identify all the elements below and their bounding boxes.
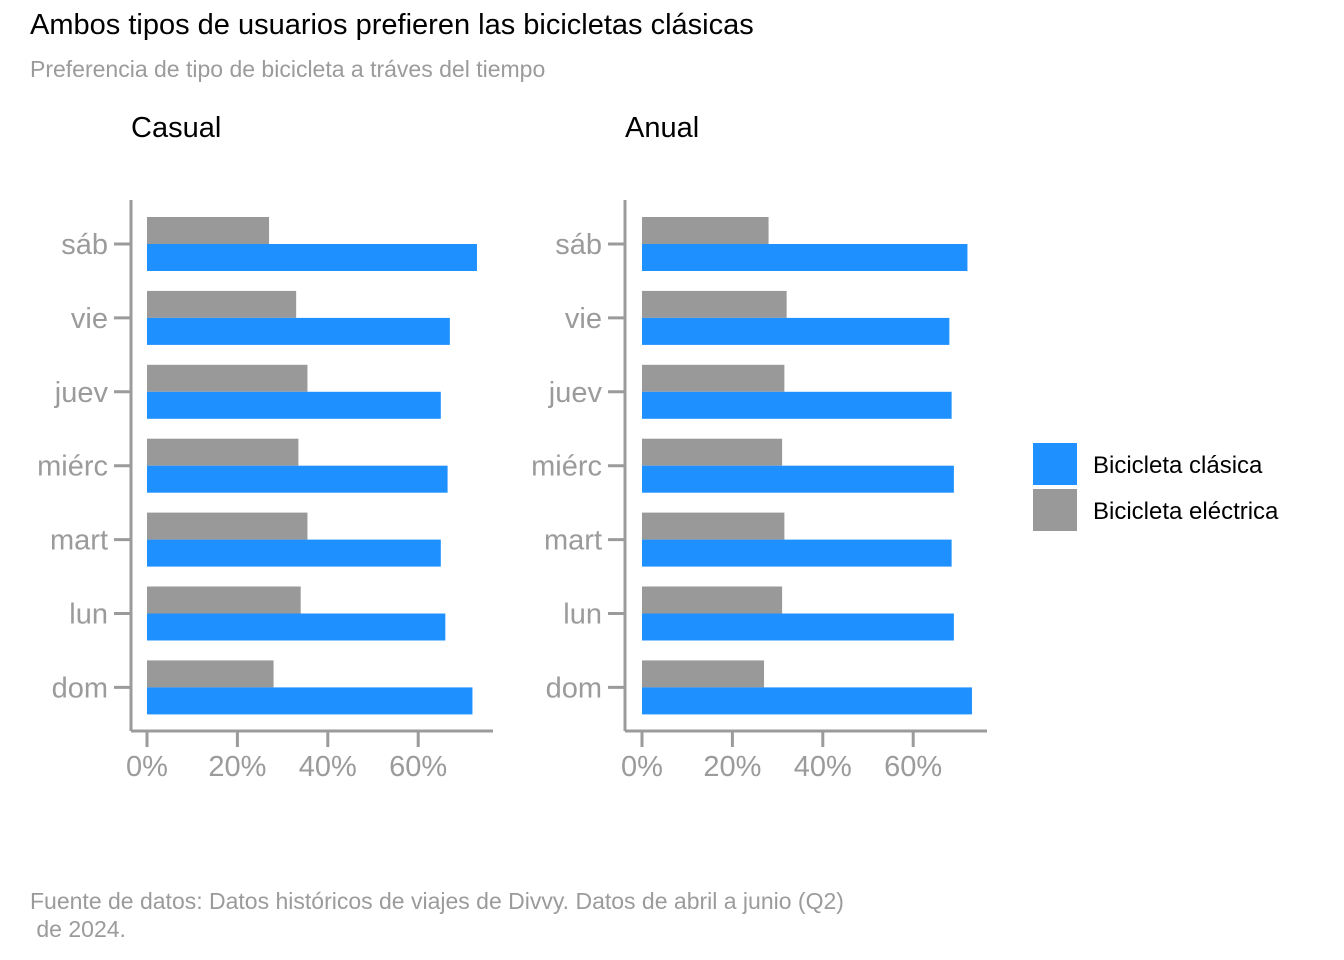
y-tick-label: dom: [52, 672, 108, 704]
bar-clasica-miérc: [642, 465, 954, 493]
panel-title-casual: Casual: [131, 112, 221, 144]
bar-clasica-vie: [147, 317, 450, 345]
legend-swatch-electrica: [1033, 489, 1077, 531]
x-tick-label: 60%: [884, 751, 942, 783]
bar-clasica-mart: [147, 539, 441, 567]
bar-electrica-vie: [642, 290, 787, 318]
y-tick-label: vie: [71, 303, 108, 335]
bar-clasica-lun: [147, 613, 446, 641]
x-tick-label: 0%: [621, 751, 663, 783]
bar-electrica-juev: [147, 364, 308, 392]
chart-caption: Fuente de datos: Datos históricos de via…: [30, 888, 844, 942]
legend-label-electrica: Bicicleta eléctrica: [1093, 498, 1279, 525]
legend-label-clasica: Bicicleta clásica: [1093, 452, 1263, 479]
bar-electrica-sáb: [147, 217, 270, 244]
y-tick-label: vie: [565, 303, 602, 335]
y-tick-label: sáb: [555, 229, 602, 261]
panel-title-anual: Anual: [625, 112, 699, 144]
bar-clasica-lun: [642, 613, 954, 641]
x-tick-label: 40%: [299, 751, 357, 783]
bar-clasica-dom: [147, 687, 473, 715]
bar-electrica-mart: [147, 512, 308, 540]
bar-clasica-dom: [642, 687, 972, 715]
x-tick-label: 0%: [126, 751, 168, 783]
chart-title: Ambos tipos de usuarios prefieren las bi…: [30, 9, 754, 41]
x-tick-label: 20%: [703, 751, 761, 783]
bar-electrica-miérc: [642, 438, 783, 466]
legend-swatch-clasica: [1033, 443, 1077, 485]
bar-electrica-lun: [147, 586, 301, 614]
y-tick-label: dom: [546, 672, 602, 704]
x-tick-label: 60%: [389, 751, 447, 783]
bar-electrica-miérc: [147, 438, 299, 466]
y-tick-label: mart: [544, 525, 602, 557]
bar-electrica-mart: [642, 512, 785, 540]
y-tick-label: miérc: [37, 451, 108, 483]
y-tick-label: mart: [50, 525, 108, 557]
bar-clasica-mart: [642, 539, 952, 567]
bar-clasica-juev: [642, 391, 952, 419]
bar-electrica-dom: [642, 660, 765, 688]
bar-clasica-juev: [147, 391, 441, 419]
bar-electrica-dom: [147, 660, 274, 688]
bar-clasica-sáb: [642, 244, 968, 271]
y-tick-label: sáb: [61, 229, 108, 261]
y-tick-label: miérc: [531, 451, 602, 483]
y-tick-label: juev: [54, 377, 109, 409]
y-tick-label: lun: [563, 599, 602, 631]
x-tick-label: 20%: [208, 751, 266, 783]
bar-electrica-juev: [642, 364, 785, 392]
bar-electrica-vie: [147, 290, 297, 318]
y-tick-label: juev: [548, 377, 603, 409]
bar-clasica-sáb: [147, 244, 477, 271]
bar-clasica-miérc: [147, 465, 448, 493]
y-tick-label: lun: [69, 599, 108, 631]
chart-subtitle: Preferencia de tipo de bicicleta a tráve…: [30, 56, 546, 82]
x-tick-label: 40%: [794, 751, 852, 783]
bar-electrica-sáb: [642, 217, 769, 244]
bar-clasica-vie: [642, 317, 950, 345]
bar-electrica-lun: [642, 586, 783, 614]
